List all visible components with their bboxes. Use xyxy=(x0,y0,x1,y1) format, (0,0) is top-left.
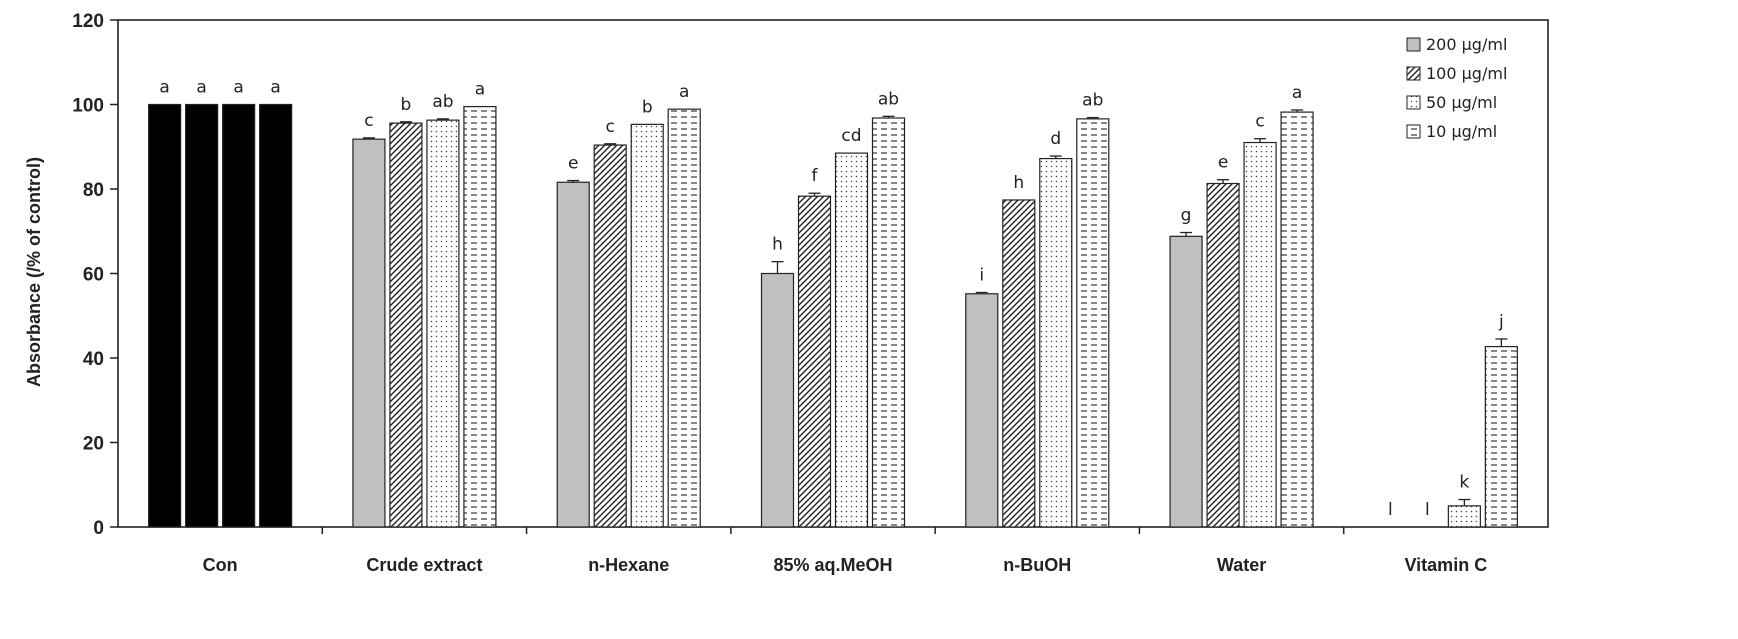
bar xyxy=(148,103,182,528)
significance-letter: f xyxy=(812,166,819,186)
category-label: Crude extract xyxy=(366,555,482,575)
legend: 200 μg/ml 100 μg/ml 50 μg/ml 10 μg/ml xyxy=(1406,35,1507,141)
significance-letter: a xyxy=(1292,83,1302,103)
bar xyxy=(1076,118,1110,528)
bar xyxy=(871,117,906,528)
legend-label: 100 μg/ml xyxy=(1426,64,1507,83)
significance-letter: k xyxy=(1459,473,1469,493)
significance-letter: c xyxy=(1255,112,1264,132)
category-label: n-Hexane xyxy=(588,555,669,575)
y-tick-label: 60 xyxy=(83,265,104,286)
bar xyxy=(760,272,795,528)
category-label: Vitamin C xyxy=(1405,555,1488,575)
y-tick-label: 20 xyxy=(83,434,104,455)
bar xyxy=(185,103,219,528)
legend-swatch xyxy=(1406,37,1421,52)
significance-letter: d xyxy=(1050,129,1061,149)
bar xyxy=(1039,157,1073,528)
significance-letter: h xyxy=(1013,173,1024,193)
bar xyxy=(259,103,293,528)
significance-letter: a xyxy=(159,78,169,98)
bar xyxy=(1002,199,1036,528)
bar xyxy=(1206,182,1240,528)
significance-letter: a xyxy=(679,82,689,102)
bar xyxy=(1243,141,1277,528)
significance-letter: ab xyxy=(1082,91,1103,111)
y-tick-label: 120 xyxy=(72,11,104,32)
bar xyxy=(463,106,497,528)
significance-letter: ab xyxy=(878,89,899,109)
significance-letter: g xyxy=(1181,206,1192,226)
bar xyxy=(222,103,256,528)
legend-label: 200 μg/ml xyxy=(1426,35,1507,54)
significance-letter: b xyxy=(642,97,653,117)
legend-label: 50 μg/ml xyxy=(1426,93,1497,112)
significance-letter: cd xyxy=(841,126,861,146)
category-label: 85% aq.MeOH xyxy=(773,555,892,575)
bar xyxy=(1484,345,1518,528)
significance-letter: a xyxy=(233,78,243,98)
bars xyxy=(148,103,1518,528)
significance-letter: a xyxy=(270,78,280,98)
legend-swatch xyxy=(1406,66,1421,81)
bar xyxy=(667,108,701,528)
category-label: Water xyxy=(1217,555,1266,575)
y-tick-label: 100 xyxy=(72,96,104,117)
significance-letter: a xyxy=(196,78,206,98)
bar xyxy=(1169,235,1203,528)
bar xyxy=(1447,505,1481,528)
significance-letter: c xyxy=(364,111,373,131)
bar xyxy=(797,195,832,528)
bar xyxy=(1280,111,1314,528)
category-label: Con xyxy=(203,555,238,575)
bar xyxy=(426,119,460,528)
bar xyxy=(556,181,590,528)
y-tick-label: 40 xyxy=(83,349,104,370)
significance-letter: e xyxy=(1218,153,1228,173)
significance-letter: h xyxy=(772,235,783,255)
bar xyxy=(965,293,999,528)
significance-letter: i xyxy=(979,266,984,286)
legend-swatch xyxy=(1406,95,1421,110)
y-tick-label: 80 xyxy=(83,180,104,201)
bar xyxy=(352,138,386,528)
significance-letter: a xyxy=(475,80,485,100)
category-label: n-BuOH xyxy=(1003,555,1071,575)
significance-letter: b xyxy=(401,95,412,115)
significance-letter: j xyxy=(1498,312,1504,332)
bar xyxy=(389,122,423,528)
plot-frame xyxy=(117,19,1549,528)
significance-letter: l xyxy=(1388,500,1393,520)
significance-letter: e xyxy=(568,154,578,174)
significance-letter: l xyxy=(1425,500,1430,520)
legend-swatch xyxy=(1406,124,1421,139)
legend-label: 10 μg/ml xyxy=(1426,122,1497,141)
bar xyxy=(630,123,664,528)
y-axis-title: Absorbance (/% of control) xyxy=(24,157,44,387)
bar xyxy=(593,144,627,528)
significance-letter: c xyxy=(606,117,615,137)
significance-letter: ab xyxy=(432,92,453,112)
bar xyxy=(834,152,869,528)
y-tick-label: 0 xyxy=(93,518,104,539)
axes: 0 20 40 60 80 100 120 Con Crude extract n-Hexane 8… xyxy=(72,11,1549,575)
